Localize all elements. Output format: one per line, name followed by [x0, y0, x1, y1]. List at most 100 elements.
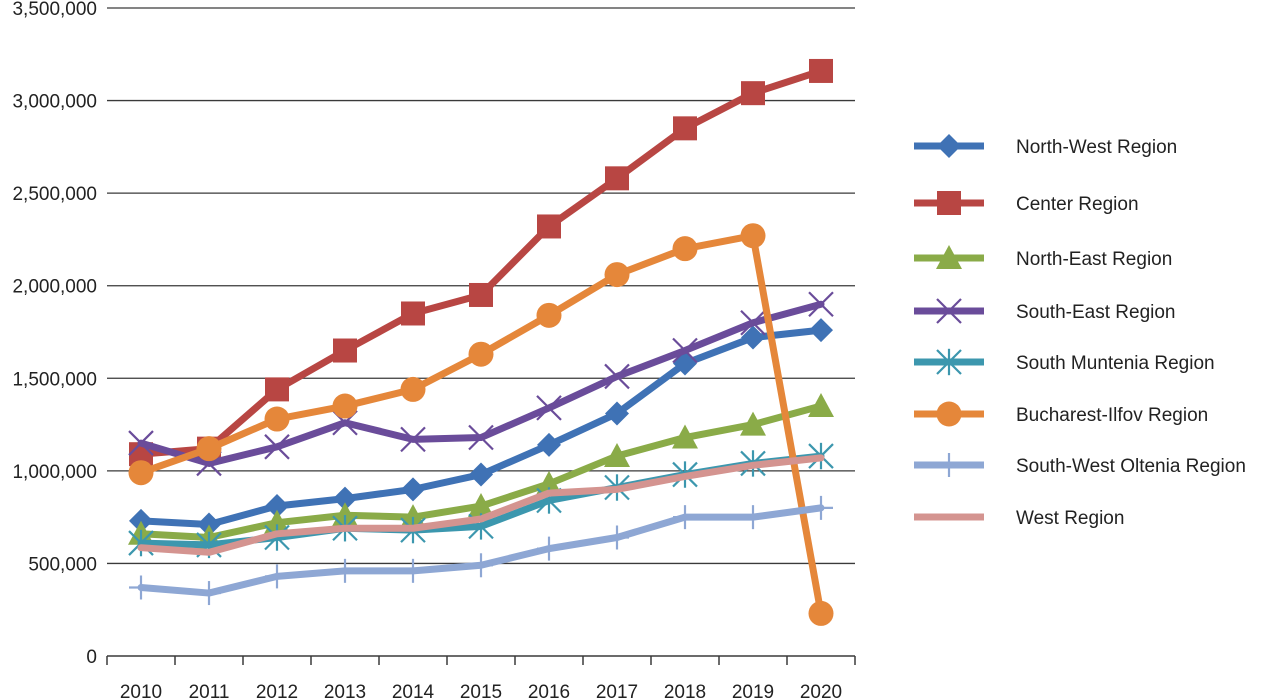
- x-tick-label: 2014: [392, 682, 435, 700]
- data-point: [400, 426, 426, 453]
- series-group: [128, 58, 834, 626]
- y-axis: 0 500,000 1,000,000 1,500,000 2,000,000 2,500…: [12, 0, 97, 668]
- data-point: [604, 443, 630, 468]
- legend-item: South-East Region: [914, 298, 1176, 324]
- legend-label: North-East Region: [1016, 249, 1172, 270]
- x-axis: 2010 2011 2012 2013 2014 2015 2016 2017 2018 2019…: [106, 655, 856, 700]
- data-point: [264, 434, 290, 460]
- legend-item: Bucharest-Ilfov Region: [914, 401, 1208, 427]
- series-bucharest-ilfov-region: [128, 223, 834, 626]
- legend-item: North-West Region: [914, 134, 1177, 158]
- x-tick-label: 2020: [800, 682, 842, 700]
- legend-marker: [936, 401, 962, 427]
- series-west-region: [137, 454, 825, 556]
- data-point: [401, 301, 425, 326]
- legend-marker: [937, 191, 961, 215]
- legend-marker: [936, 348, 962, 376]
- legend-label: West Region: [1016, 508, 1124, 529]
- data-point: [128, 460, 154, 486]
- data-point: [672, 337, 698, 364]
- data-point: [536, 302, 562, 328]
- legend-marker: [937, 134, 961, 158]
- data-point: [672, 236, 698, 262]
- legend-marker: [936, 245, 962, 269]
- data-point: [537, 214, 561, 239]
- legend-label: South-East Region: [1016, 302, 1176, 323]
- data-point: [469, 553, 493, 578]
- data-point: [740, 223, 766, 249]
- data-point: [605, 166, 629, 191]
- data-point: [673, 505, 697, 530]
- data-point: [808, 393, 834, 418]
- legend-marker: [937, 453, 961, 477]
- x-tick-label: 2011: [189, 682, 230, 700]
- data-point: [333, 486, 357, 511]
- series-line: [137, 454, 825, 556]
- x-tick-label: 2017: [596, 682, 638, 700]
- data-point: [468, 341, 494, 367]
- data-point: [673, 116, 697, 141]
- legend-label: Bucharest-Ilfov Region: [1016, 405, 1208, 426]
- y-tick-label: 2,000,000: [12, 277, 97, 298]
- data-point: [400, 376, 426, 402]
- data-point: [264, 406, 290, 432]
- data-point: [536, 395, 562, 421]
- data-point: [604, 363, 630, 390]
- x-tick-label: 2010: [120, 682, 162, 700]
- legend-marker: [936, 298, 962, 324]
- data-point: [129, 575, 153, 600]
- legend-label: Center Region: [1016, 194, 1139, 215]
- data-point: [196, 436, 222, 462]
- data-point: [265, 377, 289, 402]
- data-point: [469, 462, 493, 487]
- series-south-west-oltenia-region: [129, 495, 833, 606]
- legend-item: West Region: [914, 508, 1124, 529]
- data-point: [469, 282, 493, 307]
- y-tick-label: 2,500,000: [12, 184, 97, 205]
- y-tick-label: 0: [86, 647, 97, 668]
- data-point: [536, 470, 562, 495]
- legend-item: North-East Region: [914, 245, 1172, 270]
- data-point: [740, 309, 766, 336]
- legend-item: South-West Oltenia Region: [914, 453, 1246, 477]
- legend-label: North-West Region: [1016, 137, 1177, 158]
- y-tick-label: 3,000,000: [12, 92, 97, 113]
- data-point: [333, 338, 357, 363]
- data-point: [672, 424, 698, 449]
- data-point: [264, 524, 290, 551]
- x-tick-label: 2018: [664, 682, 706, 700]
- data-point: [401, 477, 425, 502]
- data-point: [468, 424, 494, 451]
- data-point: [468, 493, 494, 518]
- y-tick-label: 3,500,000: [12, 0, 97, 20]
- legend-item: Center Region: [914, 191, 1139, 215]
- data-point: [809, 495, 833, 520]
- legend-item: South Muntenia Region: [914, 348, 1215, 376]
- series-line: [137, 300, 825, 467]
- data-point: [537, 536, 561, 561]
- series-south-east-region: [128, 291, 834, 477]
- data-point: [808, 600, 834, 626]
- data-point: [401, 558, 425, 583]
- data-point: [197, 581, 221, 606]
- data-point: [332, 393, 358, 419]
- data-point: [809, 318, 833, 343]
- gridlines: [107, 7, 855, 565]
- data-point: [537, 432, 561, 457]
- data-point: [605, 401, 629, 426]
- x-tick-label: 2015: [460, 682, 502, 700]
- data-point: [265, 494, 289, 519]
- x-tick-label: 2013: [324, 682, 366, 700]
- y-tick-label: 1,000,000: [12, 462, 97, 483]
- data-point: [808, 291, 834, 318]
- series-center-region: [129, 58, 833, 467]
- data-point: [741, 81, 765, 106]
- data-point: [604, 262, 630, 288]
- legend-label: South Muntenia Region: [1016, 353, 1215, 374]
- data-point: [264, 509, 290, 534]
- data-point: [333, 558, 357, 583]
- data-point: [741, 325, 765, 350]
- data-point: [605, 525, 629, 550]
- data-point: [128, 430, 154, 456]
